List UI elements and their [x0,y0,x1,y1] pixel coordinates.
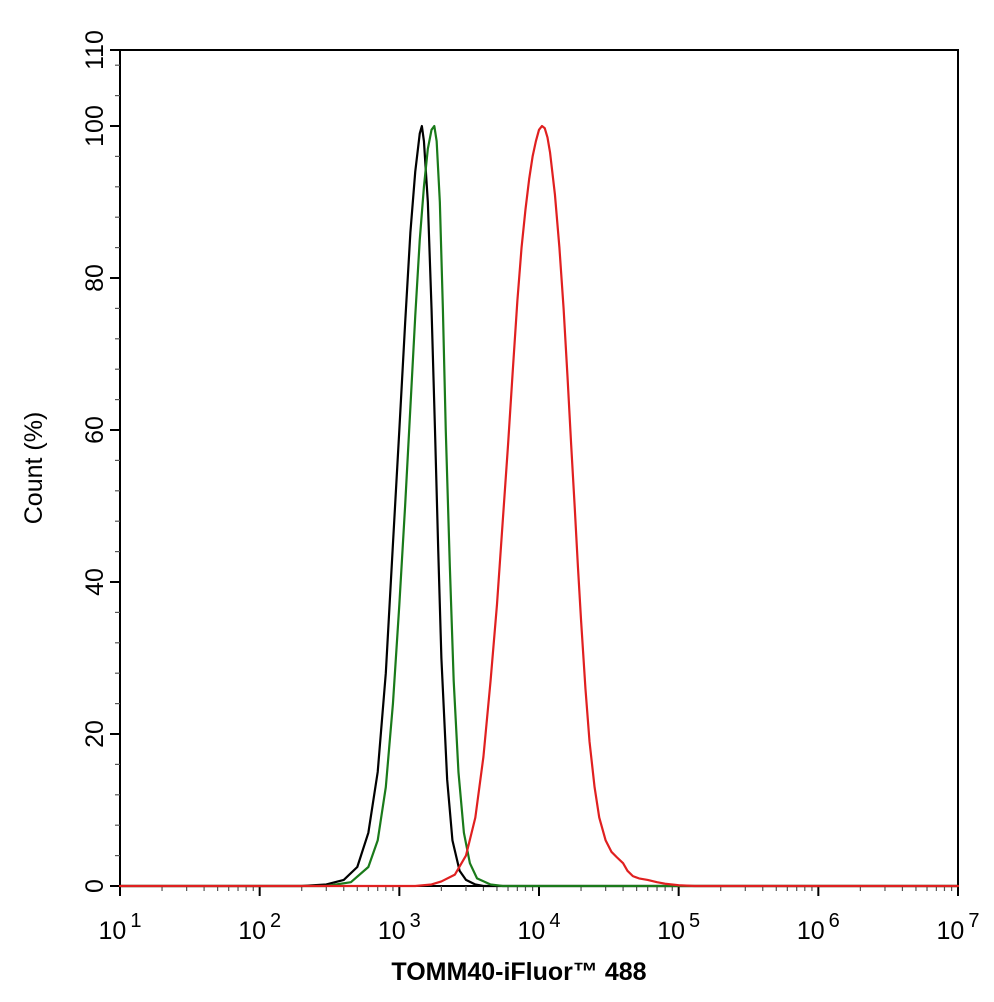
series-line-3 [118,124,960,888]
series-layer [118,124,960,888]
series-line-2 [118,124,960,888]
x-tick-label: 10 5 [657,910,700,945]
x-axis-tick-labels: 10 1 10 2 10 3 10 4 10 5 10 6 10 7 [99,910,980,945]
y-tick-label: 80 [81,264,109,292]
y-axis-ticks [110,49,120,887]
x-axis-label: TOMM40-iFluor™ 488 [391,958,646,986]
plot-frame [119,49,959,887]
x-tick-label: 10 2 [238,910,281,945]
x-tick-label: 10 1 [99,910,142,945]
x-tick-label: 10 7 [937,910,980,945]
y-axis-label: Count (%) [20,412,48,525]
series-line-1 [118,124,960,888]
x-tick-label: 10 4 [518,910,561,945]
x-tick-label: 10 3 [378,910,421,945]
y-tick-label: 110 [81,30,109,70]
y-tick-label: 20 [81,720,109,748]
y-tick-label: 40 [81,568,109,596]
x-tick-label: 10 6 [797,910,840,945]
y-tick-label: 100 [81,105,109,147]
y-axis-tick-labels: 0 20 40 60 80 100 110 [81,30,109,893]
y-tick-label: 0 [81,879,109,893]
x-axis-ticks [119,886,959,896]
y-tick-label: 60 [81,416,109,444]
